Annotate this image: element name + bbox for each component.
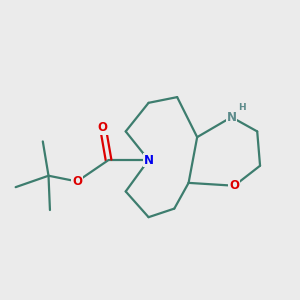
- Text: N: N: [226, 111, 236, 124]
- Text: H: H: [238, 103, 246, 112]
- Text: N: N: [144, 154, 154, 166]
- Text: O: O: [72, 175, 82, 188]
- Text: O: O: [98, 121, 108, 134]
- Text: O: O: [229, 179, 239, 192]
